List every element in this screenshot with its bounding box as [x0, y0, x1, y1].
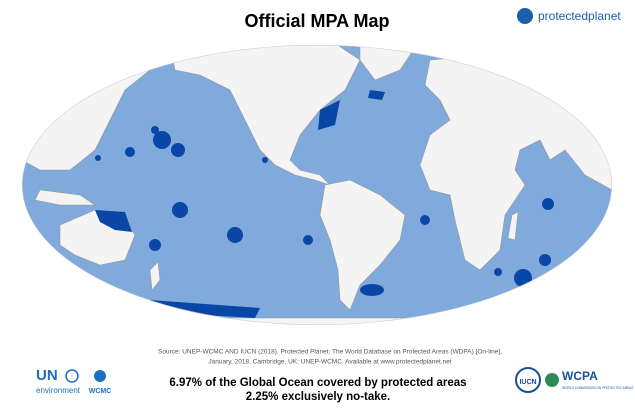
iucn-text: IUCN: [519, 379, 536, 386]
mpa: [125, 147, 135, 157]
brand-icon: [517, 8, 533, 24]
land: [319, 179, 406, 311]
map: [22, 45, 612, 325]
wcmc-icon: [94, 370, 106, 382]
wcpa-icon: [545, 373, 559, 387]
iucn-logo: IUCN: [515, 367, 541, 393]
mpa: [539, 254, 551, 266]
wcmc-text: WCMC: [89, 388, 112, 395]
title: Official MPA Map: [244, 11, 389, 31]
summary-line: 6.97% of the Global Ocean covered by pro…: [169, 377, 466, 389]
un-logo: UN environment: [36, 367, 81, 395]
summary-line: 2.25% exclusively no-take.: [246, 391, 390, 403]
wcmc-logo: WCMC: [89, 370, 112, 395]
mpa: [151, 126, 159, 134]
mpa-areas: [95, 90, 554, 318]
land: [34, 189, 96, 206]
source-line: Source: UNEP-WCMC AND IUCN (2018). Prote…: [158, 349, 502, 356]
mpa: [172, 202, 188, 218]
mpa: [360, 284, 384, 296]
mpa: [420, 215, 430, 225]
wcpa-sub: WORLD COMMISSION ON PROTECTED AREAS: [562, 386, 633, 390]
mpa: [171, 143, 185, 157]
mpa: [303, 235, 313, 245]
land: [507, 211, 519, 241]
mpa: [95, 155, 101, 161]
mpa: [514, 269, 532, 287]
mpa: [494, 268, 502, 276]
un-text: UN: [36, 367, 58, 384]
mpa: [262, 157, 268, 163]
un-icon: [65, 369, 79, 383]
mpa: [149, 239, 161, 251]
un-sub: environment: [36, 386, 81, 395]
mpa: [227, 227, 243, 243]
land: [22, 317, 612, 325]
wcpa-logo: WCPA WORLD COMMISSION ON PROTECTED AREAS: [545, 369, 633, 390]
mpa: [542, 198, 554, 210]
mpa: [318, 100, 340, 130]
land: [149, 261, 161, 291]
brand-logo[interactable]: protectedplanet: [517, 8, 621, 24]
mpa: [153, 131, 171, 149]
source-line: January, 2018, Cambridge, UK: UNEP-WCMC.…: [208, 359, 451, 366]
mpa: [368, 90, 385, 100]
mpa: [95, 210, 132, 232]
brand-text: protectedplanet: [538, 9, 621, 23]
iucn-icon: [515, 367, 541, 393]
wcpa-text: WCPA: [562, 369, 598, 383]
